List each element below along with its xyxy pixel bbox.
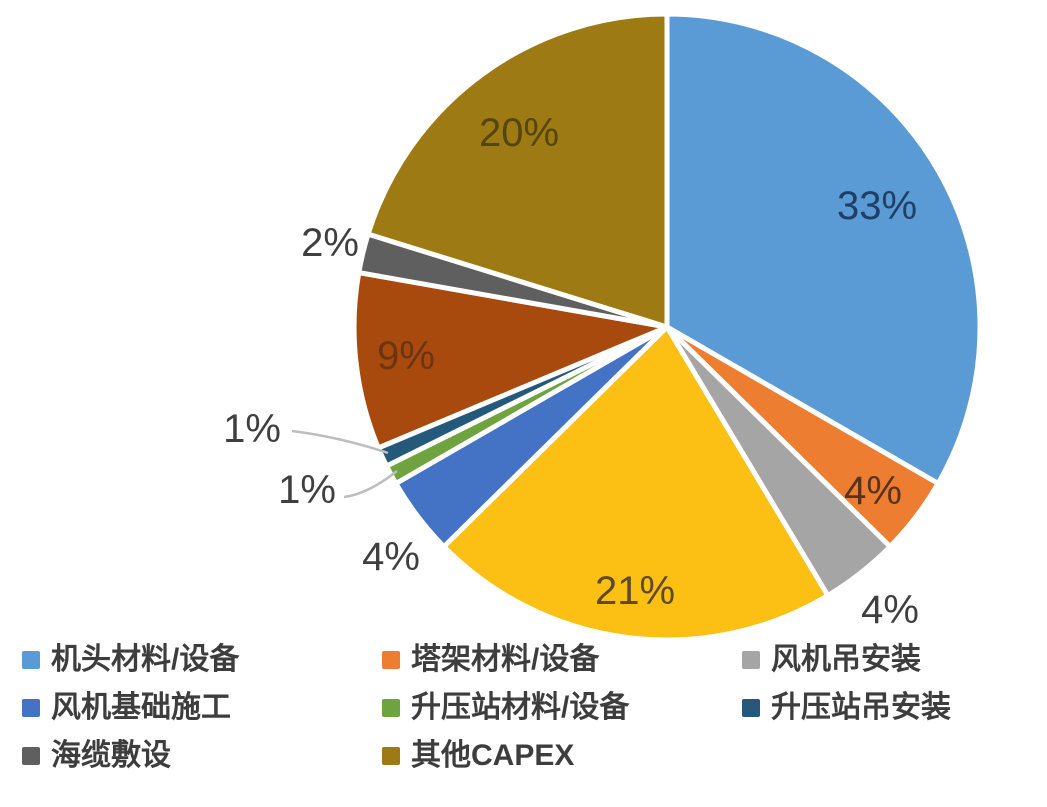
legend-swatch-icon	[22, 747, 40, 765]
legend-label: 升压站吊安装	[771, 691, 951, 724]
pie-value-label-segment-3: 21%	[594, 569, 676, 613]
pie-slice-segment-7	[351, 270, 670, 451]
legend-label: 风机吊安装	[771, 643, 921, 676]
legend-swatch-icon	[22, 651, 40, 669]
chart-legend: 机头材料/设备 塔架材料/设备 风机吊安装风机基础施工 升压站材料/设备 升压站吊安装海…	[22, 636, 1032, 780]
pie-value-label-机头材料/设备: 33%	[836, 184, 918, 228]
legend-swatch-icon	[22, 699, 40, 717]
pie-value-label-海缆敷设: 2%	[301, 221, 359, 265]
pie-slice-其他CAPEX	[365, 11, 670, 330]
pie-value-label-风机吊安装: 4%	[861, 588, 919, 632]
legend-swatch-icon	[382, 699, 400, 717]
legend-item-升压站材料/设备: 升压站材料/设备	[382, 693, 742, 723]
legend-swatch-icon	[382, 747, 400, 765]
pie-slice-机头材料/设备	[664, 11, 983, 486]
pie-value-label-其他CAPEX: 20%	[478, 111, 560, 155]
legend-label: 海缆敷设	[51, 739, 171, 772]
pie-value-label-塔架材料/设备: 4%	[844, 469, 902, 513]
pie-value-label-升压站材料/设备: 1%	[278, 468, 336, 512]
legend-label: 其他CAPEX	[411, 739, 575, 772]
legend-item-风机吊安装: 风机吊安装	[742, 645, 1032, 675]
legend-item-塔架材料/设备: 塔架材料/设备	[382, 645, 742, 675]
leader-line-升压站材料/设备	[343, 470, 398, 499]
legend-label: 风机基础施工	[51, 691, 231, 724]
legend-swatch-icon	[382, 651, 400, 669]
leader-line-升压站吊安装	[291, 429, 389, 455]
pie-value-label-风机基础施工: 4%	[362, 535, 420, 579]
legend-item-其他CAPEX: 其他CAPEX	[382, 741, 742, 771]
pie-value-label-升压站吊安装: 1%	[223, 407, 281, 451]
pie-slice-segment-3	[441, 324, 831, 643]
legend-label: 机头材料/设备	[51, 643, 240, 676]
legend-swatch-icon	[742, 651, 760, 669]
legend-label: 塔架材料/设备	[411, 643, 600, 676]
legend-item-风机基础施工: 风机基础施工	[22, 693, 382, 723]
legend-item-机头材料/设备: 机头材料/设备	[22, 645, 382, 675]
legend-item-升压站吊安装: 升压站吊安装	[742, 693, 1032, 723]
legend-swatch-icon	[742, 699, 760, 717]
legend-label: 升压站材料/设备	[411, 691, 630, 724]
legend-item-海缆敷设: 海缆敷设	[22, 741, 382, 771]
pie-value-label-segment-7: 9%	[377, 334, 435, 378]
